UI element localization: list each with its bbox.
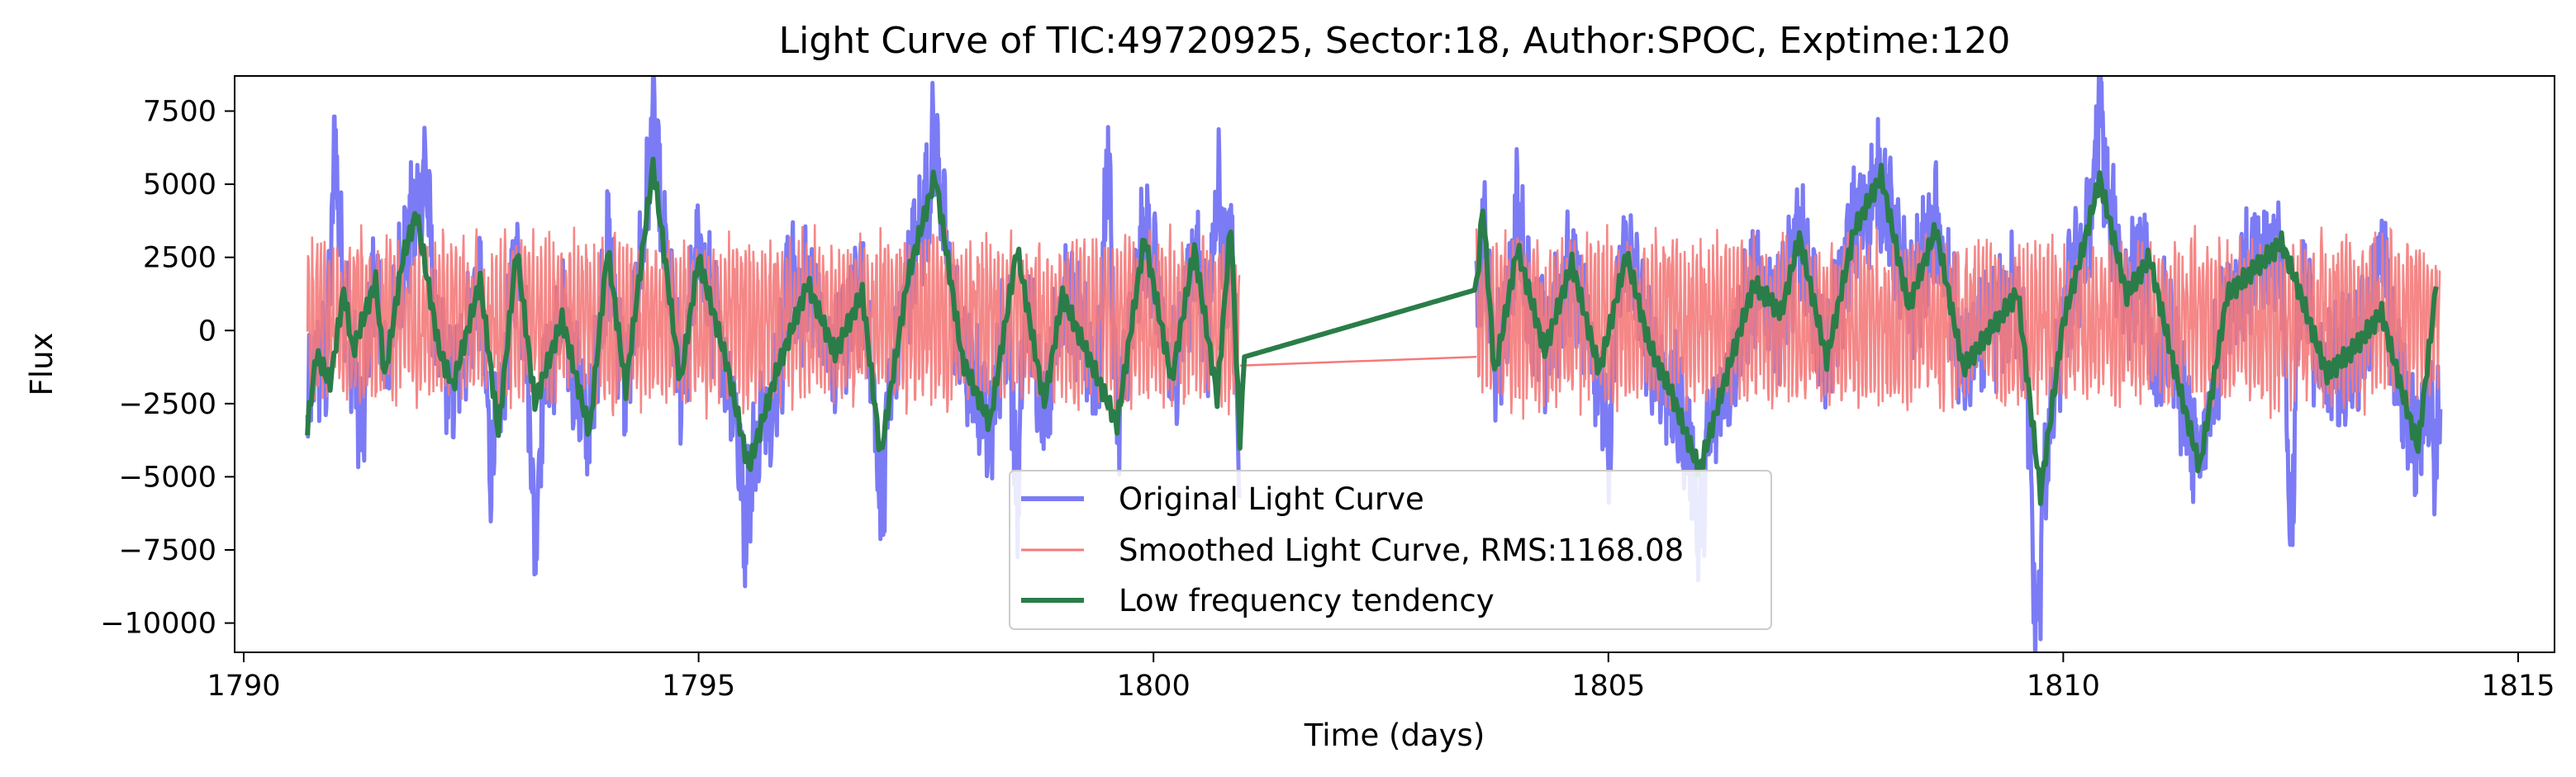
- x-axis-label: Time (days): [1304, 718, 1485, 753]
- legend: Original Light Curve Smoothed Light Curv…: [1009, 470, 1772, 630]
- y-tick-label: −5000: [119, 461, 216, 494]
- low-frequency-curve: [305, 156, 2439, 506]
- plot-area: [305, 76, 2443, 652]
- x-tick-label: 1810: [2027, 670, 2100, 703]
- y-tick-label: 7500: [143, 96, 216, 129]
- y-tick-label: 5000: [143, 168, 216, 201]
- smoothed-curve-segment-0: [306, 223, 1241, 420]
- legend-label-original: Original Light Curve: [1119, 481, 1424, 517]
- x-tick-label: 1815: [2481, 670, 2555, 703]
- y-tick-label: 2500: [143, 242, 216, 275]
- x-tick-label: 1790: [207, 670, 280, 703]
- y-tick-label: −7500: [119, 534, 216, 567]
- legend-label-smoothed: Smoothed Light Curve, RMS:1168.08: [1119, 533, 1684, 568]
- y-axis: −10000 −7500 −5000 −2500 0 2500 5000 7500: [100, 96, 235, 641]
- x-axis: 1790 1795 1800 1805 1810 1815: [207, 652, 2555, 703]
- y-tick-label: −10000: [100, 608, 216, 641]
- series-low-frequency-tendency: [305, 156, 2439, 506]
- y-tick-label: −2500: [119, 388, 216, 421]
- smoothed-curve-segment-1: [1475, 224, 2441, 420]
- chart-title: Light Curve of TIC:49720925, Sector:18, …: [779, 20, 2011, 62]
- smoothed-gap-connector: [1239, 355, 1477, 367]
- y-tick-label: 0: [198, 315, 216, 348]
- series-smoothed-light-curve: [306, 223, 2441, 420]
- x-tick-label: 1800: [1117, 670, 1191, 703]
- legend-box: [1009, 470, 1772, 630]
- legend-label-low-frequency: Low frequency tendency: [1119, 583, 1495, 618]
- x-tick-label: 1795: [662, 670, 735, 703]
- y-axis-label: Flux: [24, 333, 59, 396]
- plot-frame: [234, 75, 2555, 653]
- x-tick-label: 1805: [1571, 670, 1645, 703]
